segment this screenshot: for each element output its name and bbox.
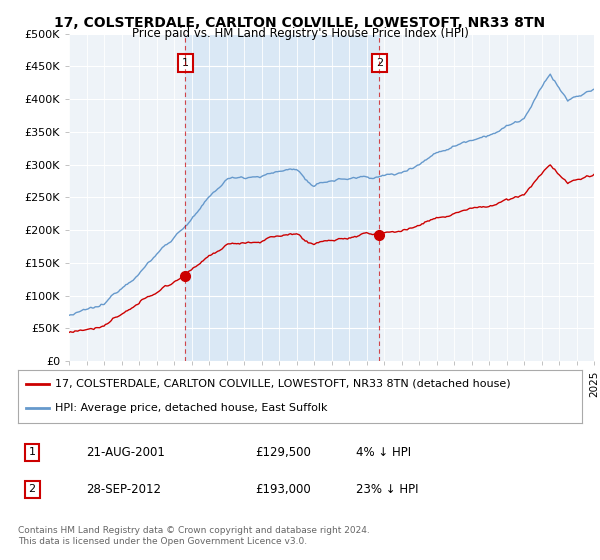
Text: 2: 2 <box>29 484 35 494</box>
Text: 1: 1 <box>29 447 35 458</box>
Text: 1: 1 <box>182 58 189 68</box>
Text: Contains HM Land Registry data © Crown copyright and database right 2024.
This d: Contains HM Land Registry data © Crown c… <box>18 526 370 546</box>
Text: 4% ↓ HPI: 4% ↓ HPI <box>356 446 412 459</box>
Text: 23% ↓ HPI: 23% ↓ HPI <box>356 483 419 496</box>
Text: 2: 2 <box>376 58 383 68</box>
Text: HPI: Average price, detached house, East Suffolk: HPI: Average price, detached house, East… <box>55 403 327 413</box>
Bar <box>185 34 379 361</box>
Text: £129,500: £129,500 <box>255 446 311 459</box>
Text: 17, COLSTERDALE, CARLTON COLVILLE, LOWESTOFT, NR33 8TN: 17, COLSTERDALE, CARLTON COLVILLE, LOWES… <box>55 16 545 30</box>
Text: 21-AUG-2001: 21-AUG-2001 <box>86 446 164 459</box>
Text: 28-SEP-2012: 28-SEP-2012 <box>86 483 161 496</box>
Text: Price paid vs. HM Land Registry's House Price Index (HPI): Price paid vs. HM Land Registry's House … <box>131 27 469 40</box>
Text: £193,000: £193,000 <box>255 483 311 496</box>
Text: 17, COLSTERDALE, CARLTON COLVILLE, LOWESTOFT, NR33 8TN (detached house): 17, COLSTERDALE, CARLTON COLVILLE, LOWES… <box>55 379 510 389</box>
